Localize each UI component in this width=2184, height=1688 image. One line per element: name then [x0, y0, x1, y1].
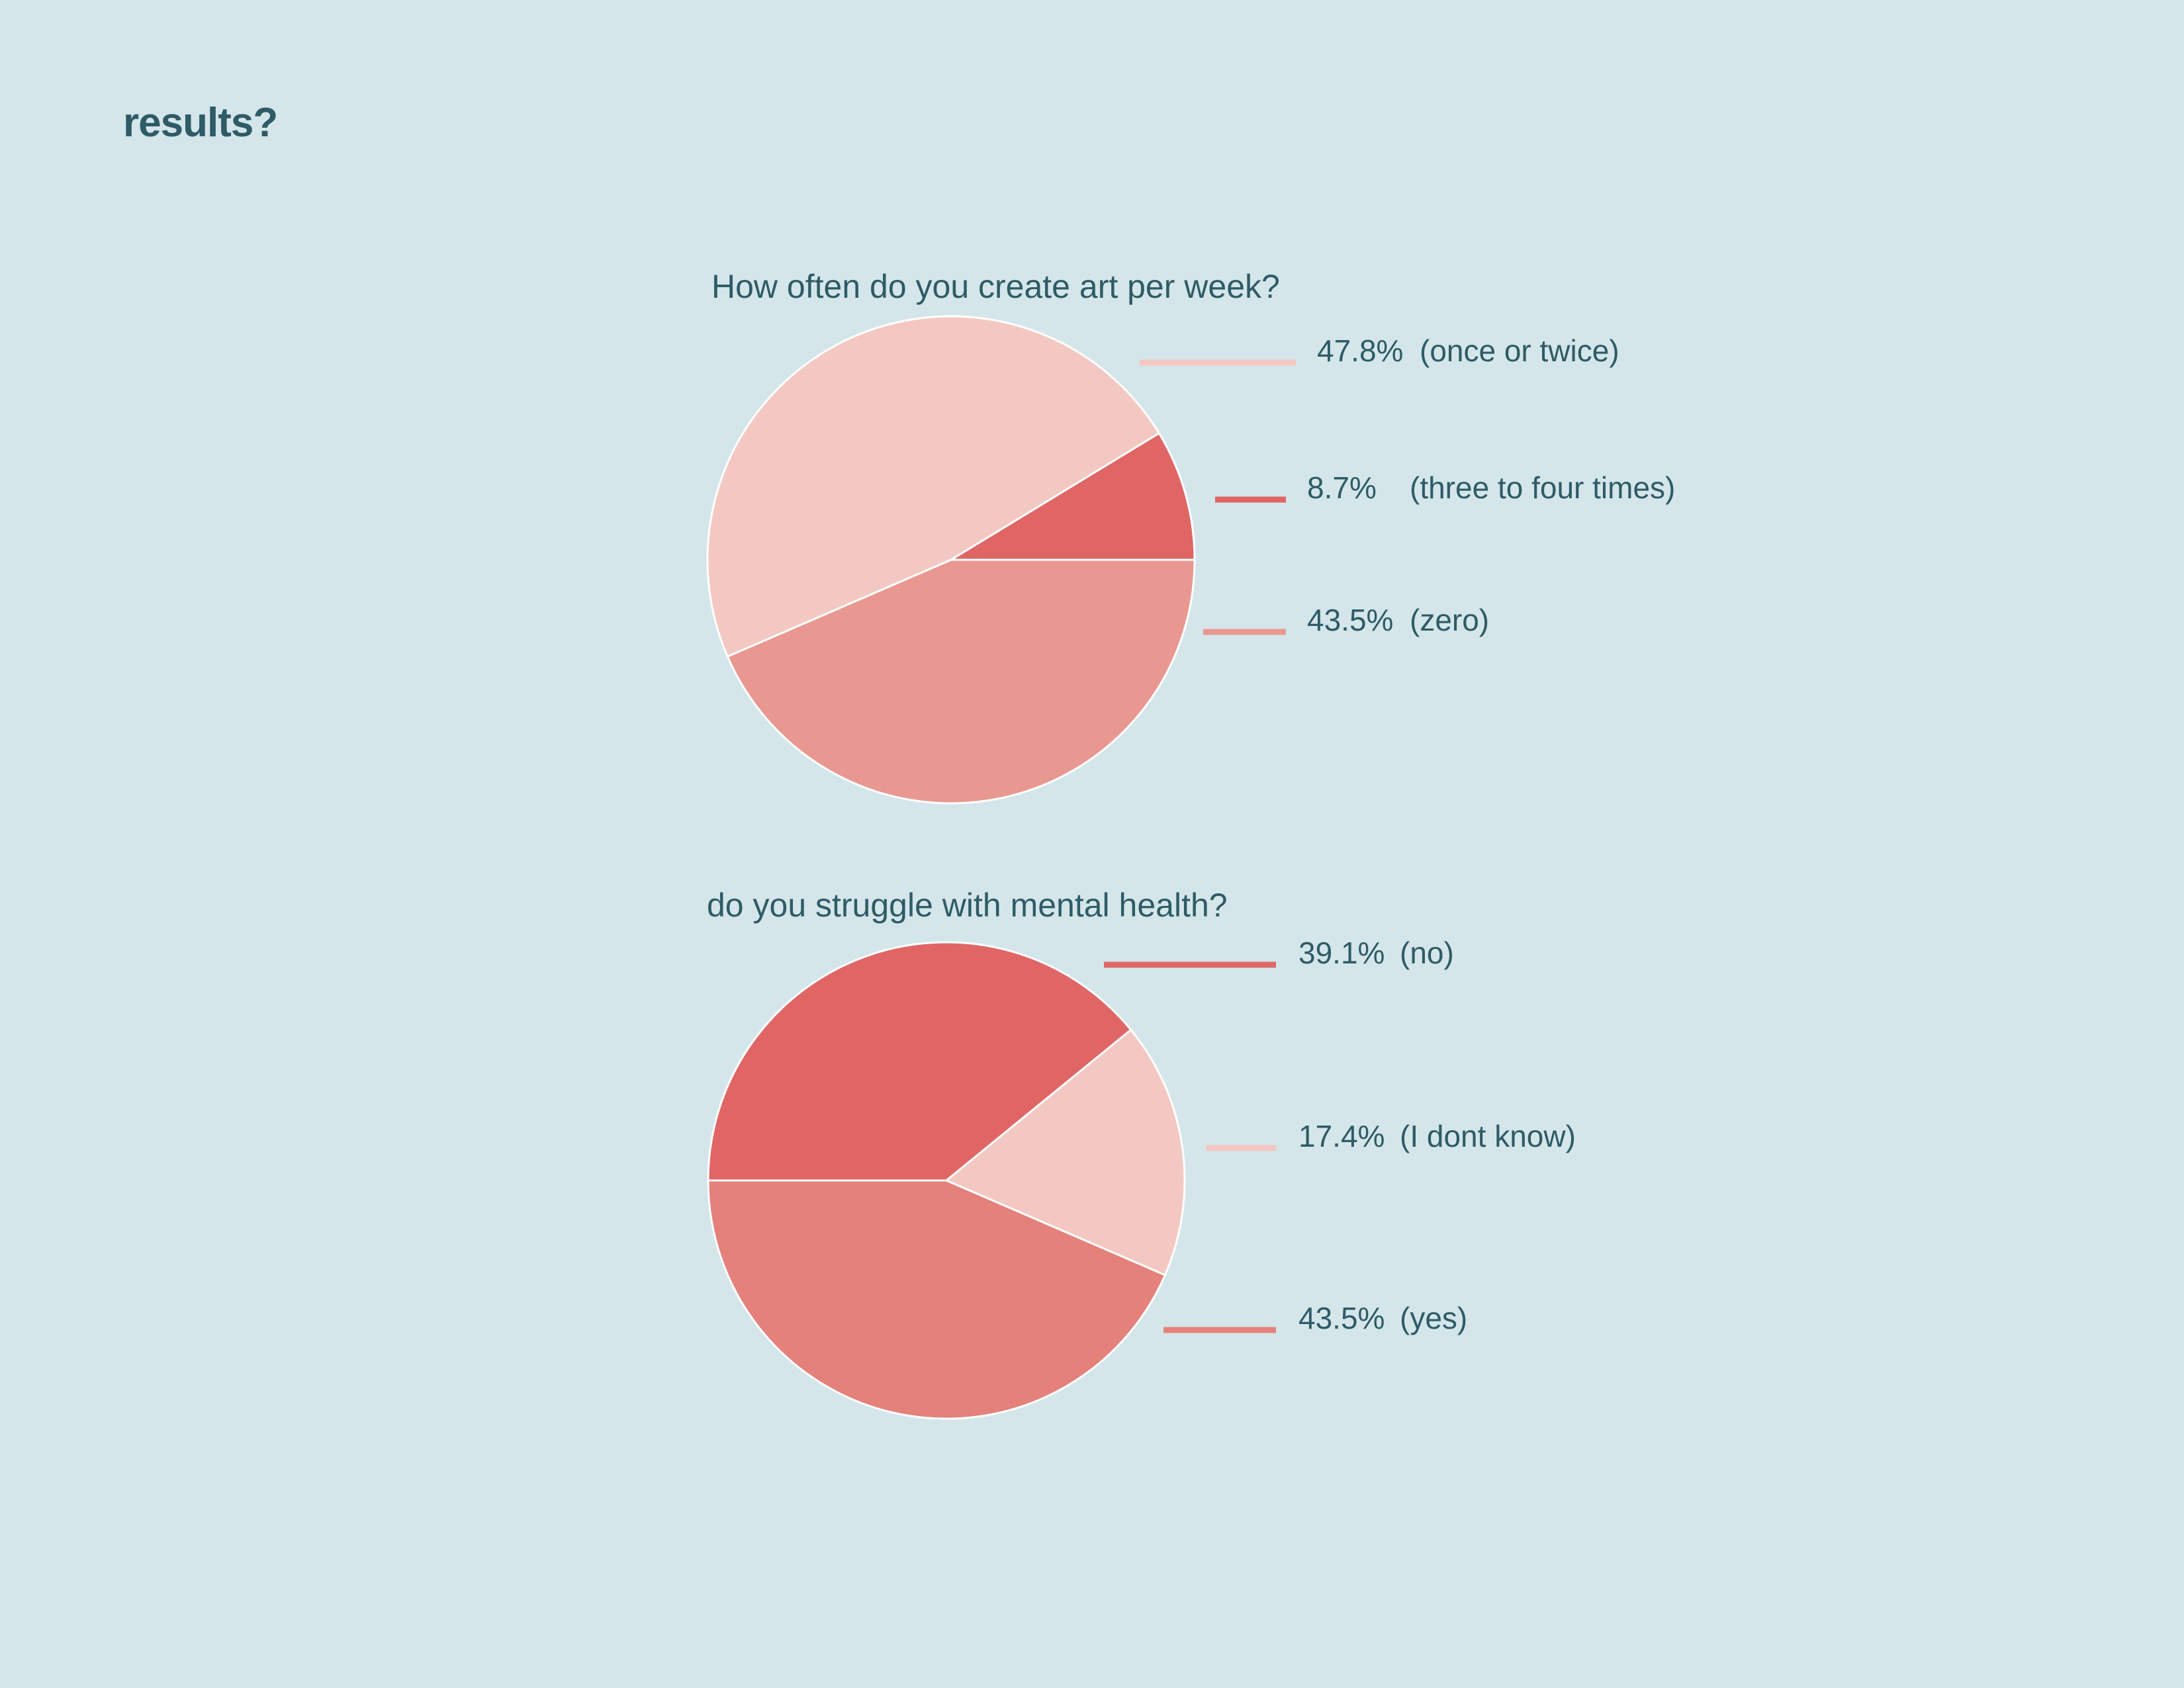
slice-category-label: (once or twice)	[1420, 333, 1619, 368]
slice-category-label: (I dont know)	[1400, 1119, 1576, 1153]
pie-slice	[726, 558, 1196, 805]
chart-mental-health: 39.1% (no) 17.4% (I dont know) 43.5% (yes)	[707, 936, 1576, 1420]
pie-slice	[945, 1028, 1186, 1276]
pie-slice	[950, 432, 1196, 561]
pie-slice	[707, 941, 1132, 1182]
slice-percent-label: 43.5%	[1307, 603, 1393, 637]
slice-percent-label: 39.1%	[1298, 936, 1385, 970]
slice-category-label: (yes)	[1400, 1301, 1467, 1335]
chart-art-frequency: 47.8% (once or twice) 8.7% (three to four t…	[706, 315, 1675, 805]
slice-percent-label: 47.8%	[1317, 333, 1403, 368]
chart-title: do you struggle with mental health?	[707, 887, 1228, 924]
pie-slice	[707, 1179, 1166, 1420]
slice-percent-label: 17.4%	[1298, 1119, 1385, 1153]
slice-category-label: (zero)	[1410, 603, 1489, 637]
slice-percent-label: 43.5%	[1298, 1301, 1385, 1335]
chart-title: How often do you create art per week?	[711, 268, 1280, 305]
pie-slice	[706, 315, 1160, 658]
page-title: results?	[123, 100, 278, 146]
slice-percent-label: 8.7%	[1307, 470, 1377, 505]
slice-category-label: (three to four times)	[1410, 470, 1675, 505]
slice-category-label: (no)	[1400, 936, 1454, 970]
